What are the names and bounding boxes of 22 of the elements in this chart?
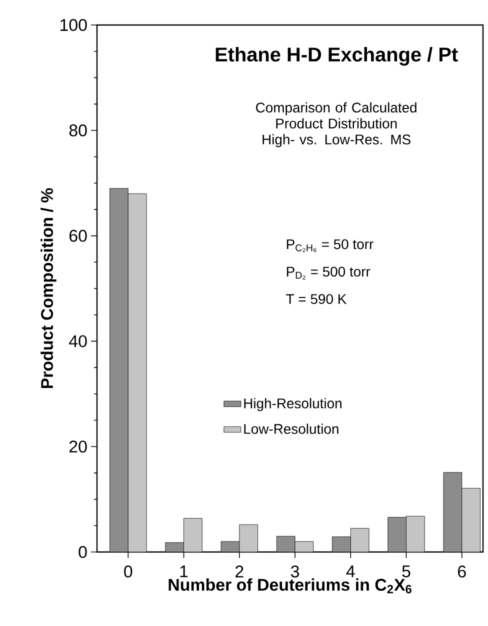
legend-label: High-Resolution: [244, 398, 342, 412]
y-tick-label: 80: [69, 124, 87, 136]
legend-label: Low-Resolution: [244, 424, 338, 434]
x-tick-label: 2: [236, 566, 244, 578]
text: Comparison of Calculated Product Distribution High- vs. Low-Res. MS: [256, 102, 416, 148]
annotation: P$_{D₂}$ = 500 torr: [286, 266, 370, 280]
x-tick-label: 0: [124, 566, 132, 578]
y-tick-label: 0: [78, 546, 87, 558]
x-axis-title: Number of Deuteriums in C$_{2}$X$_{6}$: [168, 578, 412, 594]
y-tick-label: 100: [60, 18, 87, 31]
y-tick-label: 60: [70, 230, 87, 242]
y-tick-label: 40: [69, 335, 87, 348]
x-tick-label: 3: [290, 566, 299, 578]
x-tick-label: 5: [402, 566, 410, 578]
y-axis-title: Product Composition / %: [40, 188, 56, 388]
y-tick-label: 20: [70, 440, 87, 453]
x-tick-label: 6: [458, 566, 466, 578]
annotation: P$_{C₂H₆}$ = 50 torr: [286, 239, 374, 252]
annotation: T = 590 K: [286, 294, 347, 304]
x-tick-label: 1: [180, 566, 188, 578]
text: Ethane H-D Exchange / Pt: [216, 46, 458, 66]
x-tick-label: 4: [346, 566, 355, 578]
